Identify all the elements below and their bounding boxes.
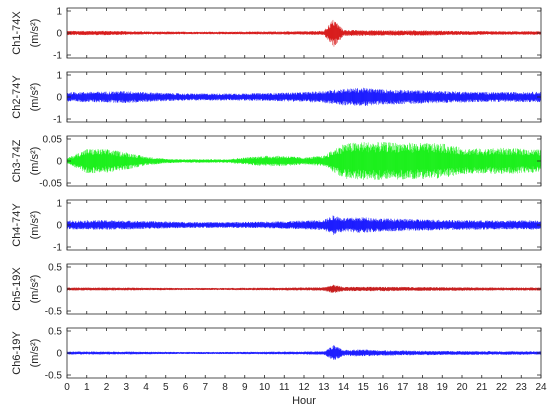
y-tick-label: 1 xyxy=(56,71,62,82)
x-tick-label: 4 xyxy=(143,382,149,393)
x-tick-label: 20 xyxy=(456,382,468,393)
y-tick-label: 0 xyxy=(56,349,62,360)
y-axis-unit-4: (m/s²) xyxy=(29,211,41,240)
y-axis-unit-1: (m/s²) xyxy=(29,19,41,48)
y-axis-label-3: Ch3-74Z xyxy=(11,139,23,182)
y-tick-label: -0.5 xyxy=(45,371,63,382)
y-tick-label: 0.5 xyxy=(48,263,62,274)
x-tick-label: 8 xyxy=(222,382,228,393)
y-axis-label-2: Ch2-74Y xyxy=(11,75,23,119)
y-tick-label: -1 xyxy=(53,51,62,62)
x-tick-label: 16 xyxy=(377,382,389,393)
y-axis-unit-3: (m/s²) xyxy=(29,147,41,176)
y-tick-label: 1 xyxy=(56,199,62,210)
x-tick-label: 11 xyxy=(279,382,290,393)
x-tick-label: 19 xyxy=(437,382,449,393)
y-axis-unit-5: (m/s²) xyxy=(29,275,41,304)
y-axis-label-4: Ch4-74Y xyxy=(11,203,23,247)
signal-trace-1 xyxy=(67,19,541,47)
panel-5: -0.5 0 0.5 Ch5-19X (m/s²) xyxy=(11,263,542,318)
panel-2: -1 0 1 Ch2-74Y (m/s²) xyxy=(11,71,542,126)
signal-trace-6 xyxy=(67,345,541,360)
x-tick-label: 0 xyxy=(64,382,70,393)
x-tick-label: 12 xyxy=(298,382,310,393)
x-tick-label: 24 xyxy=(535,382,547,393)
x-tick-label: 14 xyxy=(338,382,350,393)
x-tick-label: 9 xyxy=(242,382,248,393)
x-tick-label: 13 xyxy=(318,382,330,393)
x-tick-label: 10 xyxy=(259,382,271,393)
signal-trace-2 xyxy=(67,87,541,106)
y-tick-label: 0 xyxy=(56,221,62,232)
y-tick-label: 0 xyxy=(56,93,62,104)
y-tick-label: 0 xyxy=(56,285,62,296)
panel-4: -1 0 1 Ch4-74Y (m/s²) xyxy=(11,199,542,254)
x-tick-label: 23 xyxy=(516,382,528,393)
y-axis-label-6: Ch6-19Y xyxy=(11,331,23,375)
panel-1: -1 0 1 Ch1-74X (m/s²) xyxy=(11,7,542,62)
y-axis-label-1: Ch1-74X xyxy=(11,11,23,55)
y-tick-label: 0 xyxy=(56,157,62,168)
y-axis-unit-2: (m/s²) xyxy=(29,83,41,112)
panel-3: -0.05 0 0.05 Ch3-74Z (m/s²) xyxy=(11,135,542,190)
y-axis-unit-6: (m/s²) xyxy=(29,339,41,368)
x-tick-label: 17 xyxy=(397,382,409,393)
signal-trace-5 xyxy=(67,284,541,293)
y-tick-label: 0 xyxy=(56,29,62,40)
y-tick-label: -1 xyxy=(53,243,62,254)
x-tick-label: 6 xyxy=(183,382,189,393)
x-tick-label: 15 xyxy=(358,382,370,393)
x-tick-label: 7 xyxy=(202,382,208,393)
x-tick-label: 3 xyxy=(123,382,129,393)
x-axis-label: Hour xyxy=(292,395,316,407)
y-tick-label: -0.05 xyxy=(39,179,62,190)
y-tick-label: 0.5 xyxy=(48,327,62,338)
y-axis-label-5: Ch5-19X xyxy=(11,267,23,311)
x-tick-label: 22 xyxy=(496,382,508,393)
x-tick-label: 1 xyxy=(84,382,90,393)
x-tick-label: 18 xyxy=(417,382,429,393)
x-tick-label: 2 xyxy=(104,382,110,393)
x-tick-label: 21 xyxy=(476,382,488,393)
x-tick-label: 5 xyxy=(163,382,169,393)
signal-trace-3 xyxy=(67,141,541,180)
y-tick-label: -1 xyxy=(53,115,62,126)
y-tick-label: 0.05 xyxy=(43,135,63,146)
signal-trace-4 xyxy=(67,215,541,235)
y-tick-label: -0.5 xyxy=(45,307,63,318)
y-tick-label: 1 xyxy=(56,7,62,18)
panel-6: -0.5 0 0.5 Ch6-19Y (m/s²) xyxy=(11,327,542,382)
